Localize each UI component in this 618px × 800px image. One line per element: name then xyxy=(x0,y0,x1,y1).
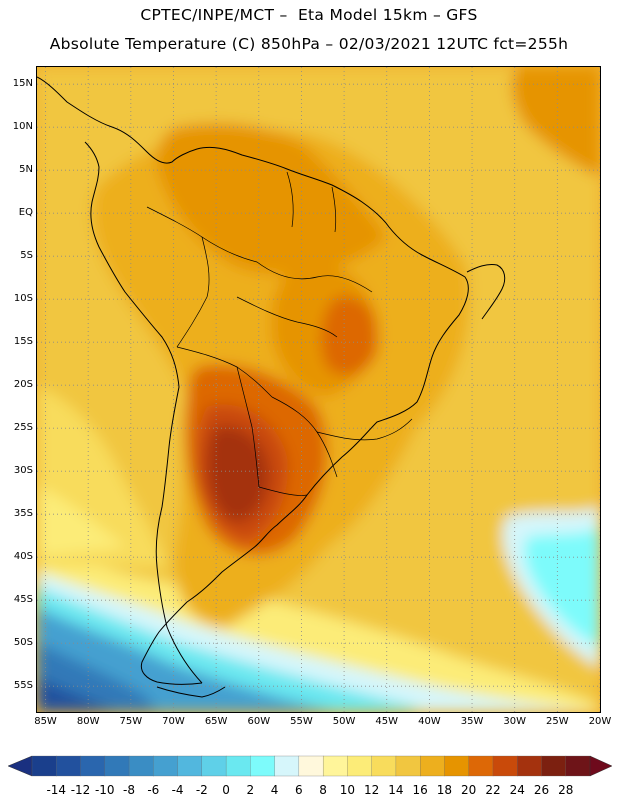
colorbar-swatch xyxy=(468,755,494,777)
latitude-label: 40S xyxy=(13,551,33,563)
longitude-label: 30W xyxy=(503,716,526,727)
longitude-label: 25W xyxy=(546,716,569,727)
latitude-label: 35S xyxy=(13,508,33,520)
latitude-label: 30S xyxy=(13,465,33,477)
colorbar-label: 10 xyxy=(339,783,356,797)
colorbar-label: -8 xyxy=(123,783,136,797)
colorbar-label: 18 xyxy=(436,783,453,797)
latitude-label: 15S xyxy=(13,336,33,348)
longitude-label: 60W xyxy=(247,716,271,727)
colorbar-swatch xyxy=(177,755,203,777)
colorbar-swatch xyxy=(322,755,348,777)
colorbar-swatch xyxy=(274,755,300,777)
colorbar-label: 0 xyxy=(222,783,230,797)
temperature-field xyxy=(37,67,600,712)
colorbar-label: 20 xyxy=(461,783,477,797)
colorbar-swatch xyxy=(565,755,591,777)
colorbar-label: -10 xyxy=(94,783,115,797)
longitude-label: 20W xyxy=(588,716,612,727)
longitude-label: 55W xyxy=(290,716,313,727)
colorbar-swatch xyxy=(225,755,251,777)
colorbar-swatch xyxy=(250,755,276,777)
colorbar-swatch xyxy=(517,755,542,777)
longitude-label: 40W xyxy=(418,716,441,727)
longitude-label: 80W xyxy=(76,716,100,727)
latitude-label: 25S xyxy=(13,422,33,434)
colorbar-swatch xyxy=(80,755,106,777)
latitude-label: 10N xyxy=(12,121,33,133)
country-borders xyxy=(146,171,413,496)
colorbar-label: 12 xyxy=(364,783,380,797)
longitude-label: 45W xyxy=(375,716,399,727)
colorbar-swatch xyxy=(492,755,518,777)
colorbar-label: 8 xyxy=(319,783,327,797)
coastline xyxy=(37,76,506,698)
colorbar-label: 24 xyxy=(509,783,525,797)
latitude-label: 15N xyxy=(12,78,33,90)
colorbar-swatch xyxy=(153,755,179,777)
colorbar-swatch xyxy=(56,755,81,777)
colorbar-label: 14 xyxy=(388,783,404,797)
colorbar-swatch xyxy=(31,755,57,777)
colorbar-swatch xyxy=(420,755,445,777)
colorbar-swatch xyxy=(371,755,397,777)
latitude-label: 5N xyxy=(19,164,33,176)
longitude-label: 75W xyxy=(119,716,143,727)
colorbar-right-arrow xyxy=(589,755,613,777)
latitude-label: 45S xyxy=(13,594,33,606)
colorbar-label: 22 xyxy=(485,783,501,797)
colorbar-label: -4 xyxy=(171,783,184,797)
colorbar-swatch xyxy=(104,755,130,777)
latitude-label: 5S xyxy=(20,250,33,262)
colorbar-label: 28 xyxy=(558,783,574,797)
colorbar-label: 6 xyxy=(295,783,303,797)
colorbar-label: -6 xyxy=(147,783,160,797)
colorbar-swatch xyxy=(347,755,373,777)
latitude-label: 50S xyxy=(13,637,33,649)
longitude-label: 65W xyxy=(204,716,228,727)
colorbar-label: -14 xyxy=(46,783,67,797)
chart-title: CPTEC/INPE/MCT – Eta Model 15km – GFS xyxy=(140,6,478,24)
colorbar-swatch xyxy=(298,755,324,777)
colorbar-label: 4 xyxy=(270,783,279,797)
longitude-label: 70W xyxy=(162,716,185,727)
temperature-map xyxy=(36,66,601,713)
colorbar-label: 26 xyxy=(533,783,550,797)
longitude-label: 85W xyxy=(34,716,57,727)
latitude-label: 20S xyxy=(13,379,33,391)
longitude-label: 50W xyxy=(332,716,356,727)
latitude-label: 10S xyxy=(13,293,33,305)
latitude-label: 55S xyxy=(13,680,33,692)
colorbar-label: -2 xyxy=(195,783,208,797)
longitude-label: 35W xyxy=(460,716,484,727)
colorbar-swatch xyxy=(541,755,567,777)
colorbar-left-arrow xyxy=(7,755,33,777)
colorbar-label: 16 xyxy=(412,783,428,797)
colorbar-swatch xyxy=(395,755,421,777)
color-scale-bar xyxy=(7,755,613,777)
colorbar-label: 2 xyxy=(246,783,255,797)
chart-subtitle: Absolute Temperature (C) 850hPa – 02/03/… xyxy=(49,35,569,53)
latitude-label: EQ xyxy=(18,207,33,219)
colorbar-swatch xyxy=(444,755,470,777)
colorbar-swatch xyxy=(128,755,154,777)
colorbar-swatch xyxy=(201,755,227,777)
colorbar-label: -12 xyxy=(70,783,91,797)
